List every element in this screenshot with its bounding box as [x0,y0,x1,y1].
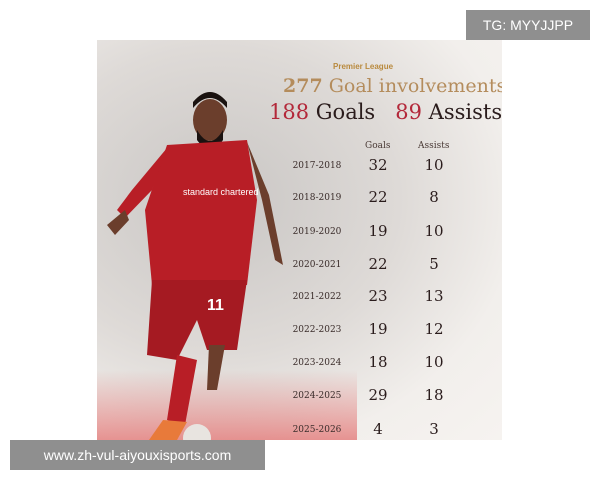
premier-league-logo: Premier League [333,62,393,71]
table-row: 2019-2020 19 10 [97,222,502,242]
goals-value: 19 [368,320,388,338]
goals-value: 19 [368,222,388,240]
shirt-number: 11 [207,297,224,314]
assists-value: 10 [424,353,444,371]
assists-value: 10 [424,156,444,174]
assists-value: 5 [429,255,439,273]
goals-value: 23 [368,287,388,305]
season-label: 2022-2023 [292,325,342,335]
goals-value: 32 [368,156,388,174]
goals-value: 4 [373,420,383,438]
season-label: 2017-2018 [292,161,342,171]
assists-value: 8 [429,188,439,206]
stats-poster: standard chartered 11 Premier League 277… [97,40,502,440]
goals-value: 22 [368,255,388,273]
table-row: 2020-2021 22 5 [97,255,502,275]
table-row: 2025-2026 4 3 [97,420,502,440]
total-goals: 188 [269,100,310,124]
table-row: 2017-2018 32 10 [97,156,502,176]
total-label: Goal involvements [328,75,502,97]
league-name: Premier League [333,62,394,71]
total-assists: 89 [395,100,422,124]
assists-value: 13 [424,287,444,305]
sponsor-text: standard chartered [183,187,259,197]
goals-column-header: Goals [365,141,391,151]
table-row: 2022-2023 19 12 [97,320,502,340]
goals-value: 29 [368,386,388,404]
player-image: standard chartered 11 [107,92,283,440]
goals-value: 22 [368,188,388,206]
table-row: 2021-2022 23 13 [97,287,502,307]
tg-watermark: TG: MYYJJPP [466,10,590,40]
goals-assists-heading: 188 Goals 89 Assists [269,100,502,124]
assists-column-header: Assists [418,141,450,151]
assists-value: 12 [424,320,444,338]
season-label: 2020-2021 [292,260,342,270]
site-watermark: www.zh-vul-aiyouxisports.com [10,440,265,470]
season-label: 2021-2022 [292,292,342,302]
season-label: 2019-2020 [292,227,342,237]
season-label: 2018-2019 [292,193,342,203]
background-crowd [97,370,357,440]
assists-value: 18 [424,386,444,404]
assists-value: 10 [424,222,444,240]
goals-label: Goals [315,100,376,124]
season-label: 2025-2026 [292,425,342,435]
table-row: 2018-2019 22 8 [97,188,502,208]
total-involvements: 277 [283,75,323,97]
table-row: 2024-2025 29 18 [97,386,502,406]
assists-label: Assists [428,100,502,124]
assists-value: 3 [429,420,439,438]
table-row: 2023-2024 18 10 [97,353,502,373]
goals-value: 18 [368,353,388,371]
goal-involvements-heading: 277 Goal involvements [283,75,502,97]
season-label: 2024-2025 [292,391,342,401]
season-label: 2023-2024 [292,358,342,368]
